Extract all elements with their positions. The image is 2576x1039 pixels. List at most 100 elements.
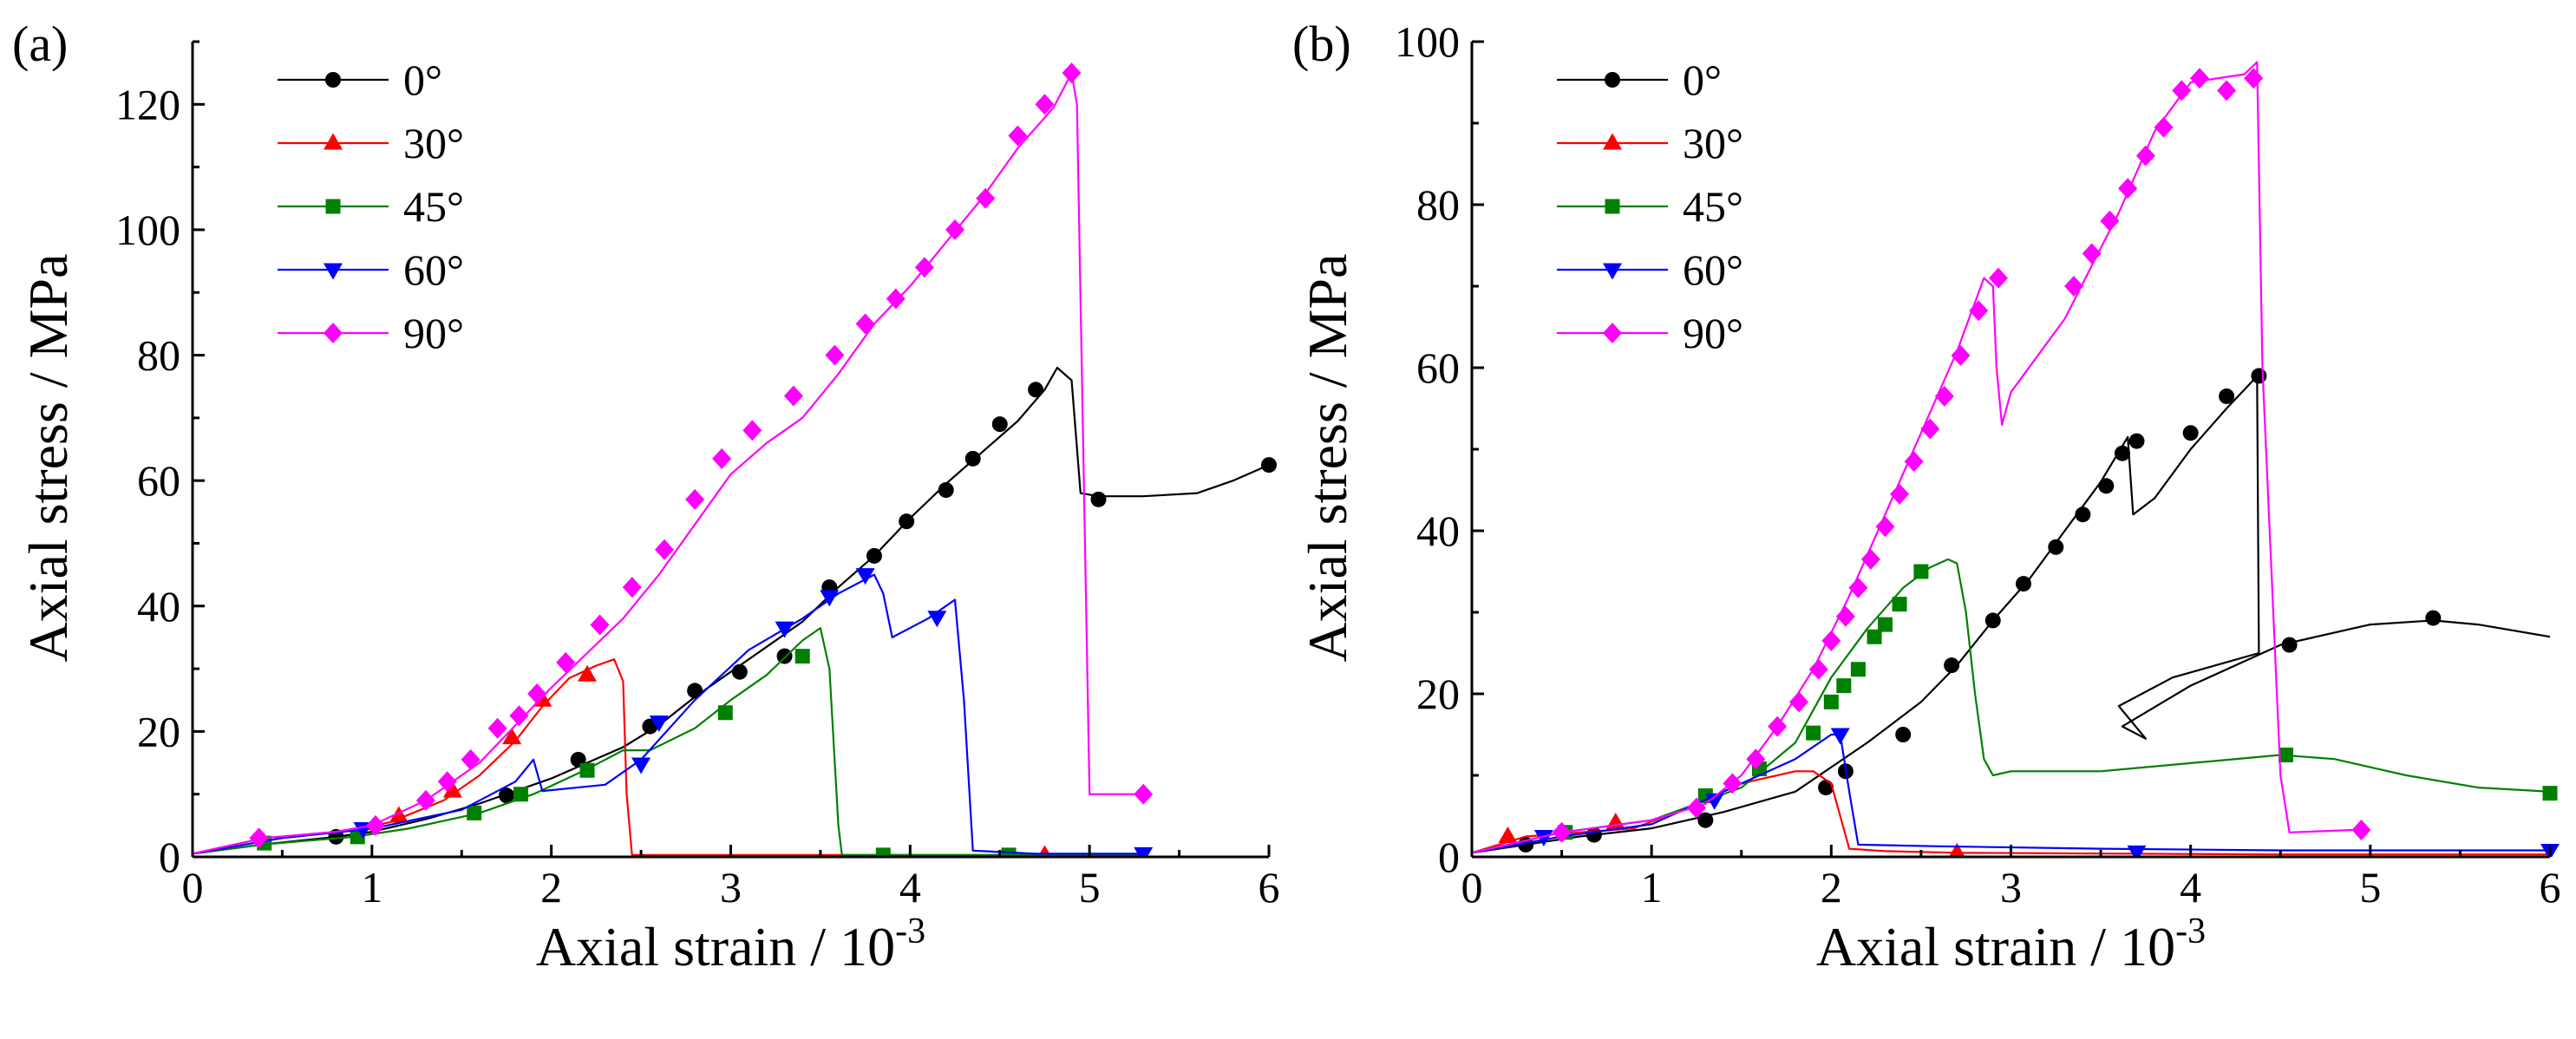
data-point — [775, 621, 794, 638]
data-point — [2016, 576, 2032, 592]
data-point — [1944, 657, 1960, 674]
data-point — [2217, 80, 2237, 101]
data-point — [1090, 491, 1107, 507]
data-point — [2100, 210, 2120, 232]
panel-label: (a) — [12, 16, 68, 72]
legend-marker — [324, 323, 343, 343]
data-point — [1134, 846, 1154, 857]
legend-item: 45° — [1557, 182, 1743, 231]
data-point — [365, 814, 385, 836]
legend-label: 30° — [403, 119, 464, 167]
data-point — [2098, 478, 2115, 494]
data-point — [502, 728, 522, 745]
data-point — [1850, 662, 1866, 677]
panel-label: (b) — [1292, 16, 1351, 72]
data-point — [2127, 845, 2147, 857]
x-axis-title: Axial strain / 10-3 — [1816, 912, 2206, 977]
y-tick-label: 80 — [137, 331, 180, 380]
series-2 — [1472, 558, 2558, 854]
data-point — [513, 787, 529, 802]
data-point — [964, 450, 981, 467]
legend-label: 30° — [1683, 119, 1743, 167]
data-point — [1746, 748, 1766, 770]
y-axis-title: Axial stress / MPa — [17, 253, 79, 662]
data-point — [461, 748, 481, 770]
legend-marker — [324, 263, 343, 280]
x-tick-label: 5 — [1079, 863, 1101, 912]
data-point — [2182, 425, 2199, 441]
series-line — [1472, 375, 2551, 854]
data-point — [467, 805, 482, 820]
data-point — [2172, 80, 2192, 101]
data-point — [556, 651, 576, 673]
legend-item: 0° — [278, 56, 442, 104]
data-point — [1951, 344, 1971, 366]
data-point — [685, 488, 705, 510]
legend: 0° 30° 45° 60° 90° — [278, 56, 464, 357]
x-tick-label: 3 — [2000, 863, 2022, 912]
data-point — [875, 847, 891, 857]
data-point — [1877, 617, 1893, 632]
legend-marker — [325, 72, 341, 88]
x-tick-label: 0 — [182, 863, 204, 912]
data-point — [731, 663, 748, 680]
series-line — [1472, 770, 2550, 856]
y-axis-title: Axial stress / MPa — [1297, 253, 1358, 662]
data-point — [2542, 786, 2558, 801]
data-point — [1836, 678, 1852, 694]
data-point — [687, 683, 703, 699]
data-point — [1830, 728, 1850, 745]
y-tick-label: 20 — [137, 707, 180, 755]
data-point — [866, 547, 882, 564]
data-point — [712, 448, 732, 469]
data-point — [1969, 300, 1989, 322]
x-tick-label: 1 — [361, 863, 382, 912]
data-point — [794, 649, 810, 664]
data-point — [2114, 445, 2130, 461]
data-point — [578, 664, 598, 682]
y-tick-label: 60 — [137, 456, 180, 505]
legend-marker — [1603, 323, 1622, 343]
data-point — [1533, 830, 1553, 846]
data-point — [1934, 385, 1954, 407]
y-tick-label: 40 — [1416, 506, 1460, 555]
data-point — [1552, 821, 1572, 843]
data-point — [631, 757, 651, 774]
legend-label: 60° — [1683, 245, 1743, 294]
legend-item: 90° — [1557, 309, 1743, 357]
series-1 — [193, 658, 1052, 857]
legend-label: 45° — [1683, 182, 1743, 231]
data-point — [1001, 847, 1017, 857]
y-tick-label: 20 — [1416, 670, 1460, 718]
data-point — [1704, 793, 1724, 810]
data-point — [991, 416, 1008, 433]
series-3 — [193, 568, 1154, 857]
data-point — [2135, 145, 2155, 167]
data-point — [825, 344, 845, 366]
x-tick-label: 2 — [1821, 863, 1842, 912]
data-point — [509, 705, 529, 727]
data-point — [1860, 548, 1880, 570]
data-point — [1008, 125, 1028, 147]
data-point — [717, 705, 733, 721]
data-point — [1920, 418, 1940, 440]
legend-label: 90° — [1683, 309, 1743, 357]
data-point — [2082, 243, 2102, 265]
data-point — [2190, 68, 2210, 89]
data-point — [1890, 483, 1910, 505]
series-line — [193, 573, 1144, 855]
y-tick-label: 0 — [1438, 833, 1460, 881]
y-tick-label: 0 — [159, 833, 180, 881]
data-point — [855, 568, 875, 585]
data-point — [1875, 516, 1895, 538]
data-point — [579, 762, 595, 778]
data-point — [1789, 691, 1809, 713]
data-point — [389, 806, 409, 823]
y-tick-label: 60 — [1416, 343, 1460, 392]
y-tick-label: 80 — [1416, 180, 1460, 229]
data-point — [776, 648, 793, 664]
x-tick-label: 4 — [2180, 863, 2201, 912]
data-point — [886, 288, 906, 310]
x-tick-label: 5 — [2359, 863, 2381, 912]
